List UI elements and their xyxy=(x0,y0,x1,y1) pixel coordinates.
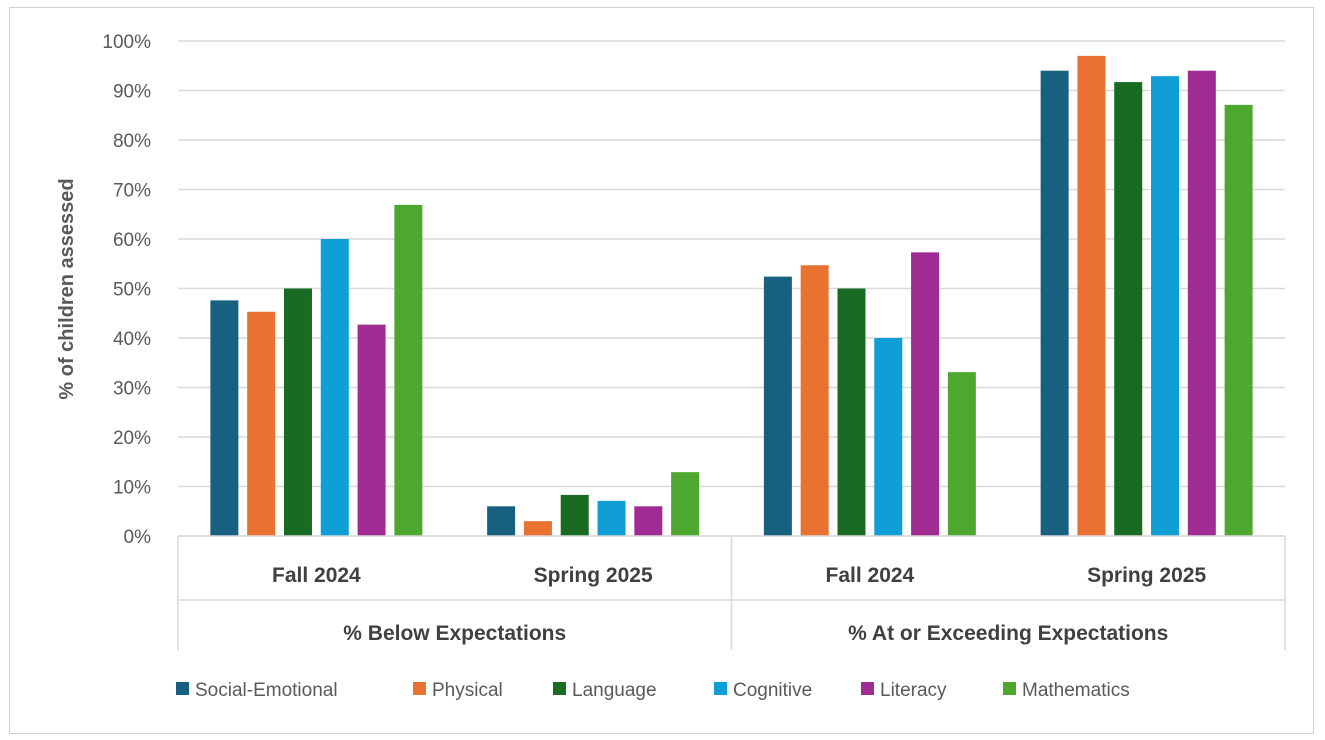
y-tick-label: 50% xyxy=(113,280,151,301)
bar-cognitive-2 xyxy=(874,338,903,536)
bar-mathematics-0 xyxy=(394,204,423,536)
legend-swatch xyxy=(176,682,189,695)
group-label: % Below Expectations xyxy=(343,622,566,645)
bar-language-3 xyxy=(1114,82,1143,537)
category-label: Fall 2024 xyxy=(826,564,915,587)
legend-label: Mathematics xyxy=(1022,680,1130,701)
category-label: Fall 2024 xyxy=(272,564,361,587)
bar-social-emotional-1 xyxy=(487,506,516,536)
bar-mathematics-3 xyxy=(1224,104,1253,536)
bar-literacy-1 xyxy=(634,506,663,536)
bar-social-emotional-3 xyxy=(1040,70,1069,536)
bar-physical-2 xyxy=(800,265,829,536)
bar-cognitive-3 xyxy=(1151,76,1180,537)
bar-mathematics-2 xyxy=(947,372,976,536)
bar-social-emotional-2 xyxy=(763,276,792,536)
legend-swatch xyxy=(413,682,426,695)
legend-swatch xyxy=(553,682,566,695)
bar-language-2 xyxy=(837,288,866,536)
legend-label: Language xyxy=(572,680,657,701)
legend-label: Literacy xyxy=(880,680,947,701)
y-tick-label: 0% xyxy=(124,527,152,548)
bar-cognitive-1 xyxy=(597,500,626,536)
bar-physical-0 xyxy=(247,311,276,536)
legend-swatch xyxy=(1003,682,1016,695)
y-tick-label: 70% xyxy=(113,181,151,202)
y-tick-label: 80% xyxy=(113,131,151,152)
legend-swatch xyxy=(861,682,874,695)
y-axis-label: % of children assessed xyxy=(56,178,78,399)
y-tick-label: 60% xyxy=(113,230,151,251)
chart-frame xyxy=(9,7,1314,734)
y-tick-label: 30% xyxy=(113,379,151,400)
y-tick-label: 10% xyxy=(113,478,151,499)
legend-label: Physical xyxy=(432,680,503,701)
y-tick-label: 90% xyxy=(113,82,151,103)
bar-physical-1 xyxy=(523,521,552,536)
legend-swatch xyxy=(714,682,727,695)
bar-literacy-3 xyxy=(1187,70,1216,536)
y-tick-label: 100% xyxy=(102,32,151,53)
bar-cognitive-0 xyxy=(320,239,349,536)
bar-literacy-0 xyxy=(357,324,386,536)
y-tick-label: 20% xyxy=(113,428,151,449)
group-label: % At or Exceeding Expectations xyxy=(848,622,1168,645)
legend-label: Social-Emotional xyxy=(195,680,338,701)
category-label: Spring 2025 xyxy=(1087,564,1206,587)
bar-language-0 xyxy=(283,288,312,536)
bar-language-1 xyxy=(560,494,589,536)
bar-literacy-2 xyxy=(911,252,940,537)
y-tick-label: 40% xyxy=(113,329,151,350)
bar-physical-3 xyxy=(1077,55,1106,536)
bar-mathematics-1 xyxy=(671,472,700,536)
bar-social-emotional-0 xyxy=(210,300,239,536)
legend-label: Cognitive xyxy=(733,680,812,701)
category-label: Spring 2025 xyxy=(534,564,653,587)
